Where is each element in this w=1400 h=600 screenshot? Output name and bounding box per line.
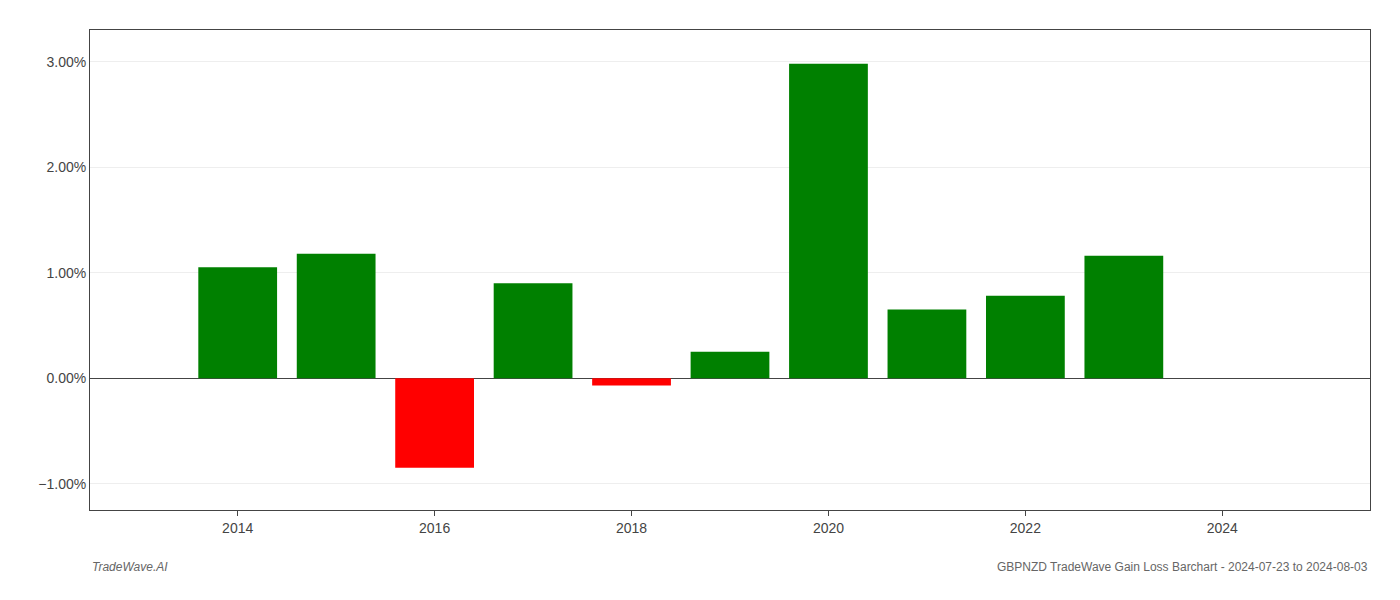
svg-text:TradeWave.AI: TradeWave.AI bbox=[92, 560, 168, 574]
svg-text:2014: 2014 bbox=[222, 520, 253, 536]
svg-text:2024: 2024 bbox=[1207, 520, 1238, 536]
svg-text:2018: 2018 bbox=[616, 520, 647, 536]
svg-text:2020: 2020 bbox=[813, 520, 844, 536]
svg-text:1.00%: 1.00% bbox=[46, 265, 86, 281]
svg-text:2016: 2016 bbox=[419, 520, 450, 536]
svg-text:2.00%: 2.00% bbox=[46, 159, 86, 175]
svg-text:GBPNZD TradeWave Gain Loss Bar: GBPNZD TradeWave Gain Loss Barchart - 20… bbox=[997, 560, 1368, 574]
svg-text:0.00%: 0.00% bbox=[46, 370, 86, 386]
svg-text:2022: 2022 bbox=[1010, 520, 1041, 536]
svg-text:−1.00%: −1.00% bbox=[38, 476, 86, 492]
svg-text:3.00%: 3.00% bbox=[46, 54, 86, 70]
